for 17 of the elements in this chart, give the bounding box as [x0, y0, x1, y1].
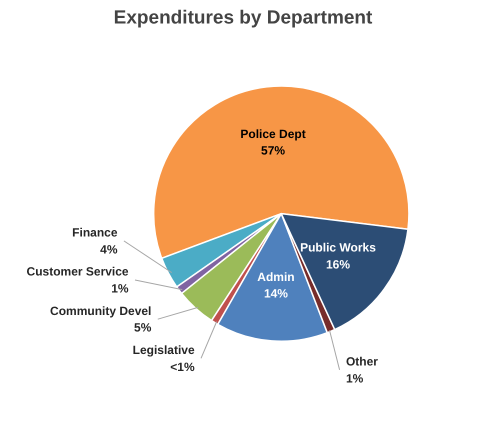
data-label: 57%	[261, 144, 286, 158]
slice-label: Legislative	[132, 342, 195, 357]
data-label: <1%	[170, 360, 195, 374]
data-label: 4%	[100, 242, 118, 256]
data-label: 1%	[346, 371, 364, 386]
slice-label: Customer Service	[26, 264, 129, 279]
data-label: 16%	[326, 257, 350, 272]
slice-label: Community Devel	[50, 304, 152, 318]
slice-label: Police Dept	[240, 126, 306, 141]
data-label: 14%	[264, 286, 288, 301]
chart-title: Expenditures by Department	[114, 8, 374, 28]
slice-label: Other	[346, 354, 378, 369]
slice-label: Admin	[257, 270, 295, 284]
slice-label: Finance	[72, 225, 118, 240]
slice-label: Public Works	[300, 240, 376, 255]
data-label: 5%	[134, 320, 152, 335]
data-label: 1%	[111, 281, 129, 296]
